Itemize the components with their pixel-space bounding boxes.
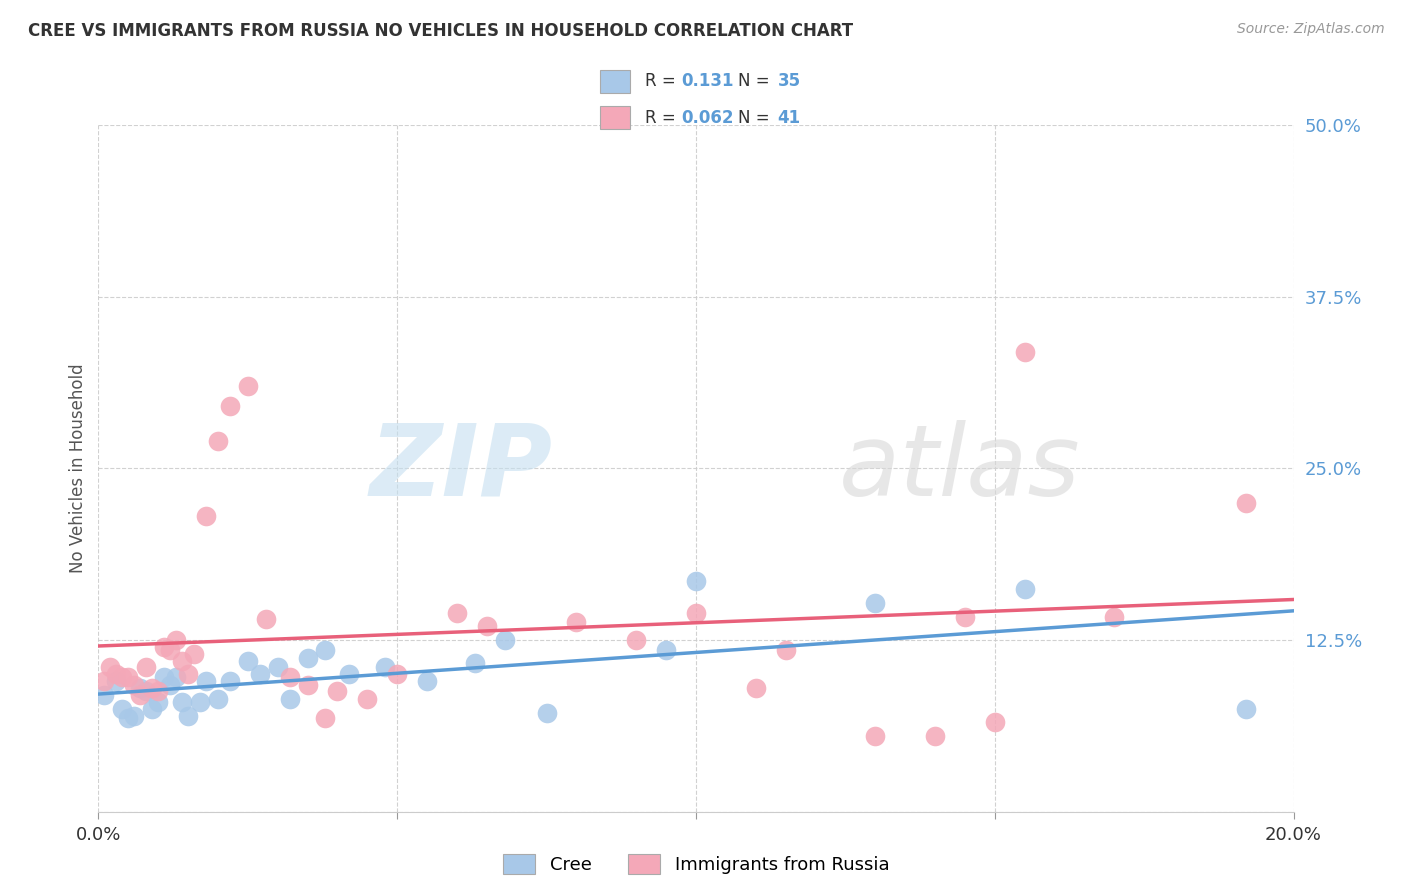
Point (148, 683, 170, 698)
Point (177, 708, 200, 723)
Point (297, 678, 319, 692)
Point (254, 612, 277, 626)
Text: 0.062: 0.062 (682, 109, 734, 127)
Point (1014, 344, 1036, 359)
Point (207, 692, 229, 706)
Text: ZIP: ZIP (370, 420, 553, 516)
Point (624, 633, 647, 648)
Point (117, 670, 139, 684)
Point (111, 701, 134, 715)
Point (93, 688, 115, 702)
Point (1234, 701, 1257, 715)
Bar (600, 106, 630, 129)
Text: 0.131: 0.131 (682, 72, 734, 90)
Text: CREE VS IMMIGRANTS FROM RUSSIA NO VEHICLES IN HOUSEHOLD CORRELATION CHART: CREE VS IMMIGRANTS FROM RUSSIA NO VEHICL… (28, 22, 853, 40)
Point (141, 701, 163, 715)
Point (278, 692, 301, 706)
Point (93, 674, 115, 689)
Point (685, 606, 707, 620)
Point (494, 633, 516, 648)
Point (153, 640, 176, 654)
Point (194, 509, 218, 524)
Point (194, 674, 218, 689)
Point (141, 681, 163, 695)
Point (207, 434, 229, 448)
Point (188, 695, 211, 709)
Point (165, 633, 187, 648)
Point (159, 642, 181, 657)
Y-axis label: No Vehicles in Household: No Vehicles in Household (69, 363, 87, 574)
Point (446, 606, 468, 620)
Text: 35: 35 (778, 72, 800, 90)
Point (135, 660, 157, 674)
Point (177, 667, 200, 681)
Text: Source: ZipAtlas.com: Source: ZipAtlas.com (1237, 22, 1385, 37)
Point (219, 674, 242, 689)
Point (315, 642, 337, 657)
Point (374, 660, 396, 674)
Point (1014, 582, 1036, 597)
Point (416, 674, 439, 689)
Point (983, 715, 1005, 730)
Point (105, 667, 128, 681)
Point (1104, 609, 1126, 624)
Point (159, 678, 181, 692)
Point (278, 670, 301, 684)
Point (326, 683, 349, 698)
Text: N =: N = (738, 109, 775, 127)
Point (385, 667, 409, 681)
Point (655, 642, 678, 657)
Point (148, 695, 170, 709)
Point (172, 654, 194, 668)
Point (98, 660, 122, 674)
Point (105, 674, 128, 689)
Point (865, 729, 887, 743)
Point (124, 708, 146, 723)
Point (165, 670, 187, 684)
Point (297, 651, 319, 665)
Point (129, 681, 152, 695)
Legend: Cree, Immigrants from Russia: Cree, Immigrants from Russia (495, 847, 897, 881)
Text: R =: R = (644, 72, 681, 90)
Point (315, 711, 337, 725)
Point (124, 678, 146, 692)
Point (236, 654, 259, 668)
Point (183, 647, 205, 661)
Point (475, 619, 498, 633)
Point (775, 642, 797, 657)
Text: 41: 41 (778, 109, 800, 127)
Point (172, 695, 194, 709)
Point (745, 681, 768, 695)
Point (219, 400, 242, 414)
Point (267, 660, 290, 674)
Point (953, 609, 976, 624)
Point (339, 667, 360, 681)
Point (865, 596, 887, 610)
Point (135, 683, 157, 698)
Text: N =: N = (738, 72, 775, 90)
Point (464, 657, 486, 671)
Point (1234, 495, 1257, 509)
Text: R =: R = (644, 109, 681, 127)
Point (111, 670, 134, 684)
Point (236, 379, 259, 393)
Point (685, 574, 707, 588)
Point (249, 667, 271, 681)
Point (117, 711, 139, 725)
Point (153, 670, 176, 684)
Point (536, 706, 558, 720)
Point (565, 615, 588, 629)
Bar (600, 70, 630, 93)
Point (356, 692, 378, 706)
Text: atlas: atlas (839, 420, 1081, 516)
Point (129, 688, 152, 702)
Point (924, 729, 946, 743)
